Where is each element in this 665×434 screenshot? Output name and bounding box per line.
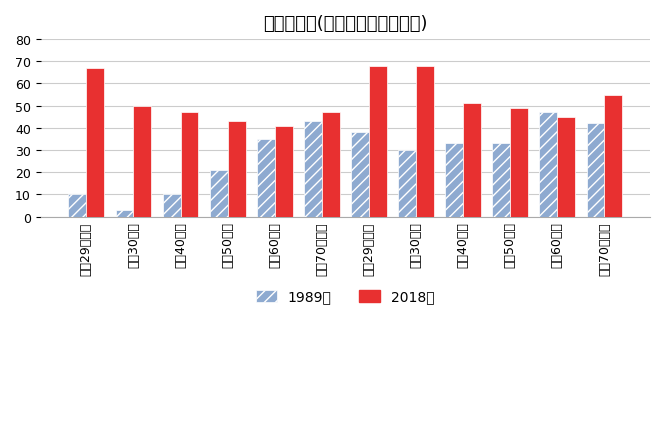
Legend: 1989年, 2018年: 1989年, 2018年 [250, 284, 440, 309]
Title: 生活満足度(「満足」－「不満」): 生活満足度(「満足」－「不満」) [263, 15, 428, 33]
Bar [539, 113, 557, 217]
Bar [587, 124, 604, 217]
Bar [445, 144, 463, 217]
Bar [557, 118, 575, 217]
Bar [463, 104, 481, 217]
Bar [416, 66, 434, 217]
Bar [116, 210, 134, 217]
Bar [163, 195, 180, 217]
Bar [68, 195, 86, 217]
Bar [604, 95, 622, 217]
Bar [209, 171, 227, 217]
Bar [275, 126, 293, 217]
Bar [227, 122, 245, 217]
Bar [180, 113, 198, 217]
Bar [351, 133, 369, 217]
Bar [398, 151, 416, 217]
Bar [257, 140, 275, 217]
Bar [322, 113, 340, 217]
Bar [369, 66, 387, 217]
Bar [510, 108, 528, 217]
Bar [86, 69, 104, 217]
Bar [492, 144, 510, 217]
Bar [304, 122, 322, 217]
Bar [134, 106, 152, 217]
